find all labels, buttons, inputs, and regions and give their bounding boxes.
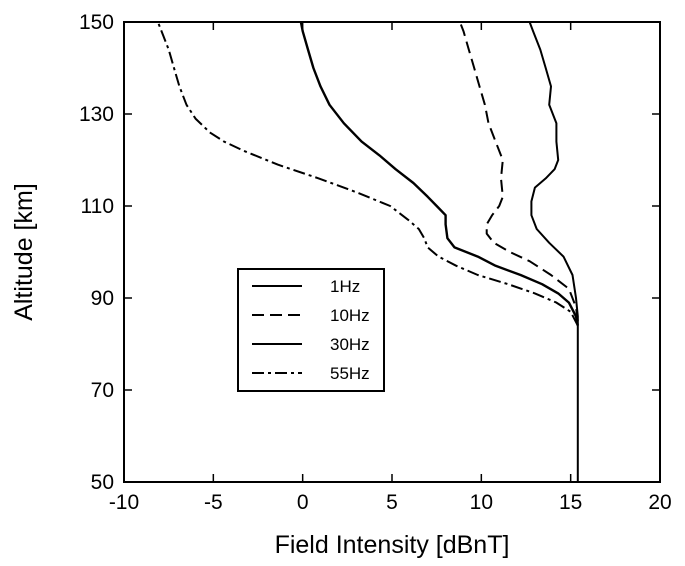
series-group [156, 21, 579, 482]
y-tick-label: 90 [91, 287, 114, 310]
plot-frame [123, 21, 661, 483]
x-tick-label: -10 [109, 491, 139, 514]
y-tick-label: 130 [79, 103, 114, 126]
legend-label-30Hz: 30Hz [330, 335, 370, 354]
legend: 1Hz 10Hz 30Hz 55Hz [237, 268, 385, 392]
x-axis-title: Field Intensity [dBnT] [275, 531, 510, 559]
y-tick-label: 150 [79, 11, 114, 34]
series-line-1Hz [528, 21, 579, 482]
legend-label-10Hz: 10Hz [330, 306, 370, 325]
y-tick-label: 50 [91, 471, 114, 494]
legend-items: 1Hz 10Hz 30Hz 55Hz [252, 277, 370, 383]
x-tick-label: -5 [204, 491, 223, 514]
ticks: -10 -5 0 5 10 15 20 50 70 90 110 130 150 [79, 11, 672, 514]
legend-label-1Hz: 1Hz [330, 277, 360, 296]
legend-box [237, 268, 385, 392]
series-line-10Hz [458, 21, 579, 322]
series-line-55Hz [156, 21, 579, 327]
y-axis-title: Altitude [km] [10, 183, 38, 321]
x-tick-label: 20 [648, 491, 671, 514]
x-tick-label: 10 [470, 491, 493, 514]
x-tick-label: 0 [297, 491, 309, 514]
y-tick-label: 110 [81, 195, 114, 218]
x-tick-label: 5 [386, 491, 398, 514]
legend-label-55Hz: 55Hz [330, 364, 370, 383]
y-tick-label: 70 [91, 379, 114, 402]
x-tick-label: 15 [559, 491, 582, 514]
series-line-30Hz [299, 21, 579, 326]
